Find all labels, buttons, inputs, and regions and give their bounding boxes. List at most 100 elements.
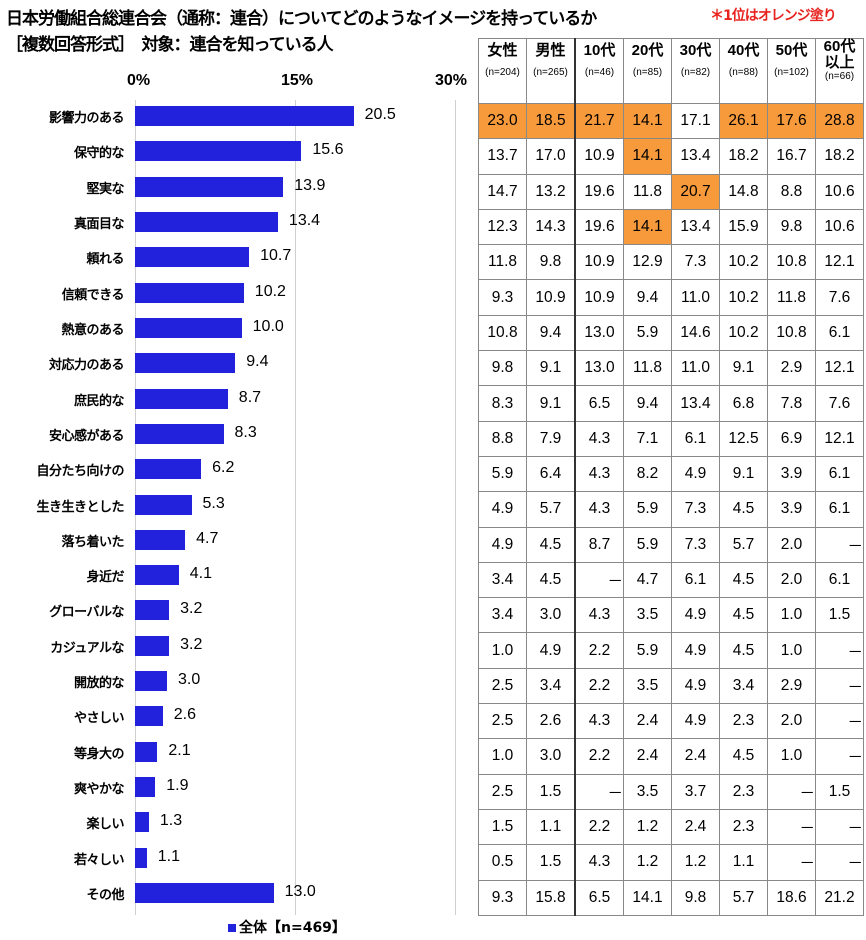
- table-cell: 13.4: [671, 385, 720, 422]
- table-cell: 6.9: [767, 420, 816, 457]
- table-cell: 1.5: [815, 597, 864, 634]
- legend-label: 全体【n=469】: [239, 920, 346, 936]
- table-cell: －: [767, 808, 816, 846]
- table-cell: 1.0: [478, 738, 527, 775]
- table-cell: 5.9: [623, 526, 672, 563]
- data-label: 3.2: [180, 600, 203, 618]
- table-cell: 4.9: [671, 703, 720, 740]
- data-label: 10.2: [254, 282, 286, 300]
- table-cell: 2.2: [574, 667, 624, 705]
- column-header: 20代 (n=85): [623, 38, 672, 104]
- table-cell: 23.0: [478, 102, 527, 140]
- column-label: 10代: [583, 42, 616, 59]
- x-tick-label: 15%: [281, 72, 314, 89]
- table-cell: 3.5: [623, 597, 672, 634]
- table-cell: 19.6: [574, 173, 624, 210]
- table-cell: 4.9: [478, 491, 527, 528]
- table-cell: 4.3: [574, 844, 624, 881]
- table-cell: 2.4: [623, 703, 672, 740]
- bar: [135, 423, 224, 444]
- column-header: 40代 (n=88): [719, 38, 768, 104]
- table-row: 9.8 9.1 13.0 11.8 11.0 9.1 2.9 12.1: [478, 350, 864, 387]
- category-label: やさしい: [73, 711, 125, 727]
- table-cell: 1.5: [478, 808, 527, 846]
- category-label: 保守的な: [73, 146, 125, 162]
- column-label: 20代: [631, 42, 664, 59]
- category-label: 自分たち向けの: [36, 464, 124, 480]
- table-row: 2.5 2.6 4.3 2.4 4.9 2.3 2.0 －: [478, 703, 864, 740]
- table-cell: 3.0: [526, 597, 576, 634]
- table-cell: 7.6: [815, 279, 864, 316]
- sample-size: (n=265): [533, 67, 568, 78]
- data-label: 6.2: [212, 459, 235, 477]
- table-cell: 10.2: [719, 279, 768, 316]
- table-row: 14.7 13.2 19.6 11.8 20.7 14.8 8.8 10.6: [478, 173, 864, 210]
- table-cell: 10.9: [574, 138, 624, 175]
- data-label: 4.7: [196, 529, 219, 547]
- table-cell: －: [574, 561, 624, 599]
- category-label: 生き生きとした: [36, 499, 124, 515]
- table-cell: 17.6: [767, 102, 816, 140]
- table-row: 9.3 15.8 6.5 14.1 9.8 5.7 18.6 21.2: [478, 879, 864, 916]
- data-label: 2.1: [168, 741, 191, 759]
- table-cell: 12.9: [623, 244, 672, 281]
- table-cell: 11.0: [671, 350, 720, 387]
- table-row: 1.0 3.0 2.2 2.4 2.4 4.5 1.0 －: [478, 738, 864, 775]
- table-row: 2.5 1.5 － 3.5 3.7 2.3 － 1.5: [478, 773, 864, 810]
- column-header: 60代以上 (n=66): [815, 38, 864, 104]
- table-cell: 2.5: [478, 667, 527, 705]
- table-cell: 13.2: [526, 173, 576, 210]
- table-cell: 1.0: [767, 632, 816, 669]
- table-cell: 10.8: [767, 244, 816, 281]
- table-cell: 1.0: [767, 597, 816, 634]
- table-cell: 7.1: [623, 420, 672, 457]
- table-cell: 6.5: [574, 385, 624, 422]
- table-cell: 4.3: [574, 597, 624, 634]
- sample-size: (n=82): [680, 67, 711, 78]
- table-cell: 9.4: [526, 314, 576, 352]
- table-cell: 6.1: [815, 491, 864, 528]
- gridline: [295, 100, 296, 915]
- table-cell: 4.5: [526, 526, 576, 563]
- category-label: 真面目な: [73, 216, 125, 232]
- table-cell: 14.1: [623, 138, 672, 175]
- bar: [135, 176, 284, 197]
- sample-size: (n=102): [774, 67, 809, 78]
- bar: [135, 317, 242, 338]
- table-cell: 10.9: [574, 244, 624, 281]
- table-row: 12.3 14.3 19.6 14.1 13.4 15.9 9.8 10.6: [478, 208, 864, 246]
- table-cell: 2.5: [478, 773, 527, 810]
- bar: [135, 777, 156, 798]
- bar: [135, 565, 179, 586]
- table-cell: 1.2: [671, 844, 720, 881]
- data-label: 13.9: [294, 176, 326, 194]
- category-label: 対応力のある: [48, 358, 125, 374]
- sample-size: (n=66): [824, 71, 855, 82]
- table-cell: －: [815, 738, 864, 775]
- table-cell: 6.1: [815, 455, 864, 493]
- column-label: 60代以上: [823, 38, 856, 71]
- column-header: 男性 (n=265): [526, 38, 576, 104]
- table-row: 13.7 17.0 10.9 14.1 13.4 18.2 16.7 18.2: [478, 138, 864, 175]
- table-row: 23.0 18.5 21.7 14.1 17.1 26.1 17.6 28.8: [478, 102, 864, 140]
- table-cell: 14.8: [719, 173, 768, 210]
- table-cell: 2.0: [767, 561, 816, 599]
- bar: [135, 847, 147, 868]
- table-cell: 28.8: [815, 102, 864, 140]
- table-cell: 2.3: [719, 773, 768, 810]
- table-cell: 3.4: [478, 597, 527, 634]
- bar: [135, 459, 202, 480]
- table-cell: 18.2: [815, 138, 864, 175]
- table-cell: 1.1: [526, 808, 576, 846]
- data-label: 10.0: [252, 317, 284, 335]
- data-label: 5.3: [202, 494, 225, 512]
- table-cell: 2.4: [671, 808, 720, 846]
- data-label: 1.3: [159, 812, 183, 830]
- table-cell: 3.9: [767, 455, 816, 493]
- table-row: 4.9 4.5 8.7 5.9 7.3 5.7 2.0 －: [478, 526, 864, 563]
- table-cell: 6.1: [815, 314, 864, 352]
- table-cell: 2.9: [767, 350, 816, 387]
- table-cell: 4.5: [719, 597, 768, 634]
- table-cell: 19.6: [574, 208, 624, 246]
- table-cell: 7.3: [671, 244, 720, 281]
